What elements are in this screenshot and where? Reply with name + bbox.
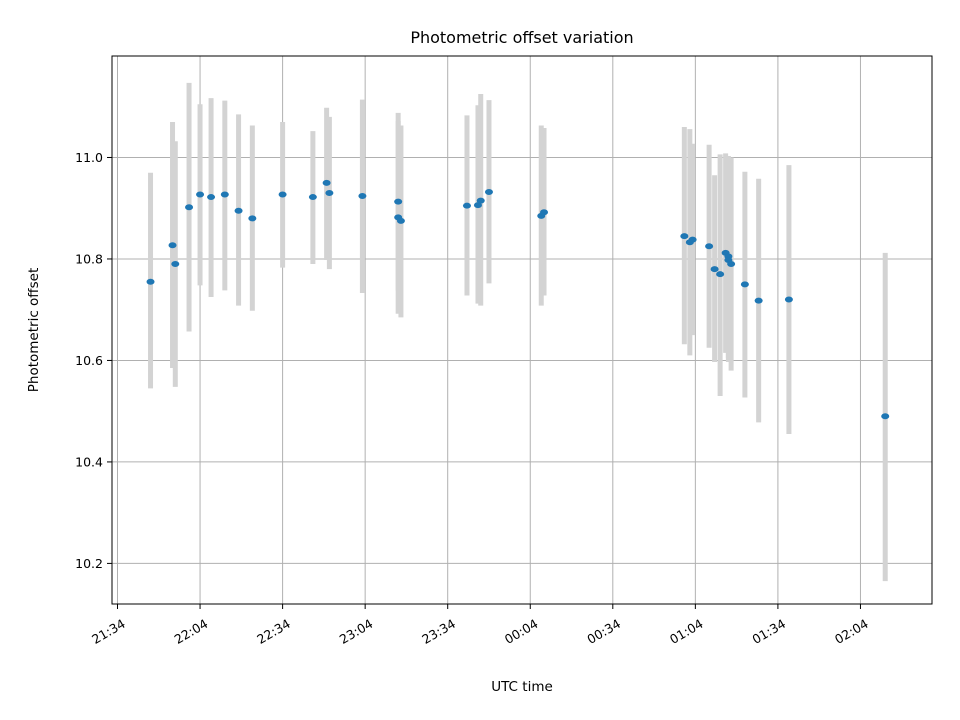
data-point bbox=[705, 243, 714, 250]
data-point bbox=[716, 271, 725, 278]
data-point bbox=[396, 217, 405, 224]
data-point bbox=[462, 202, 471, 209]
data-point bbox=[220, 191, 229, 198]
data-point bbox=[146, 278, 155, 285]
data-point bbox=[540, 209, 549, 216]
data-point bbox=[476, 197, 485, 204]
data-point bbox=[322, 179, 331, 186]
data-point bbox=[278, 191, 287, 198]
data-point bbox=[308, 194, 317, 201]
data-point bbox=[171, 261, 180, 268]
data-point bbox=[727, 261, 736, 268]
data-point bbox=[740, 281, 749, 288]
data-point bbox=[484, 188, 493, 195]
chart-title: Photometric offset variation bbox=[410, 28, 633, 47]
data-point bbox=[394, 198, 403, 205]
data-point bbox=[325, 190, 334, 196]
data-point bbox=[710, 266, 719, 273]
y-tick-label: 10.4 bbox=[75, 454, 103, 469]
data-point bbox=[688, 236, 697, 243]
data-point bbox=[168, 242, 177, 249]
data-point bbox=[473, 202, 482, 209]
y-tick-layer: 10.2 10.4 10.6 10.8 11.0 bbox=[75, 150, 112, 571]
point-layer bbox=[146, 179, 890, 420]
data-point bbox=[234, 207, 243, 214]
data-point bbox=[248, 215, 257, 222]
data-point bbox=[881, 413, 890, 420]
data-point bbox=[754, 297, 763, 304]
plot-frame bbox=[111, 55, 933, 605]
x-axis-label: UTC time bbox=[491, 679, 553, 695]
data-point bbox=[185, 204, 194, 211]
data-point bbox=[196, 191, 205, 198]
data-point bbox=[207, 194, 216, 201]
data-point bbox=[358, 193, 367, 200]
y-axis-label: Photometric offset bbox=[26, 268, 42, 392]
y-tick-label: 10.8 bbox=[75, 251, 103, 266]
y-tick-label: 10.6 bbox=[75, 353, 103, 368]
y-tick-label: 11.0 bbox=[75, 150, 103, 165]
y-tick-label: 10.2 bbox=[75, 556, 103, 571]
data-point bbox=[784, 296, 793, 303]
data-point bbox=[680, 233, 689, 240]
